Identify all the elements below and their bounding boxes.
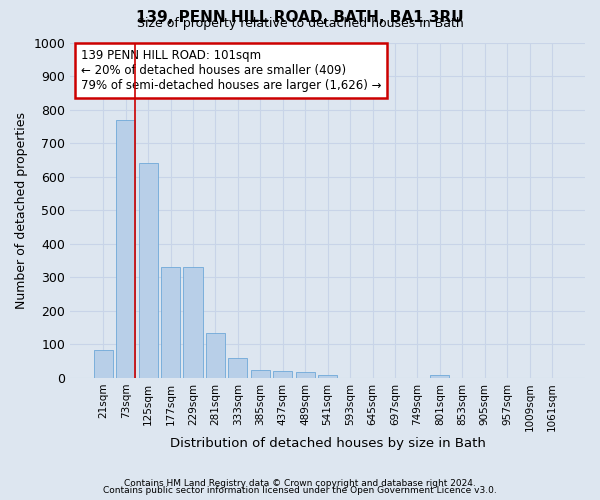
Bar [251, 370, 270, 378]
Y-axis label: Number of detached properties: Number of detached properties [15, 112, 28, 308]
Text: Size of property relative to detached houses in Bath: Size of property relative to detached ho… [137, 18, 463, 30]
Bar [273, 370, 292, 378]
Bar [318, 374, 337, 378]
Bar [296, 372, 315, 378]
Bar [206, 332, 225, 378]
Text: Contains HM Land Registry data © Crown copyright and database right 2024.: Contains HM Land Registry data © Crown c… [124, 478, 476, 488]
Text: Contains public sector information licensed under the Open Government Licence v3: Contains public sector information licen… [103, 486, 497, 495]
Bar [94, 350, 113, 378]
X-axis label: Distribution of detached houses by size in Bath: Distribution of detached houses by size … [170, 437, 485, 450]
Bar [430, 374, 449, 378]
Bar [161, 268, 180, 378]
Bar [184, 268, 203, 378]
Bar [139, 164, 158, 378]
Text: 139, PENN HILL ROAD, BATH, BA1 3RU: 139, PENN HILL ROAD, BATH, BA1 3RU [136, 10, 464, 25]
Bar [229, 358, 247, 378]
Bar [116, 120, 135, 378]
Text: 139 PENN HILL ROAD: 101sqm
← 20% of detached houses are smaller (409)
79% of sem: 139 PENN HILL ROAD: 101sqm ← 20% of deta… [80, 49, 381, 92]
